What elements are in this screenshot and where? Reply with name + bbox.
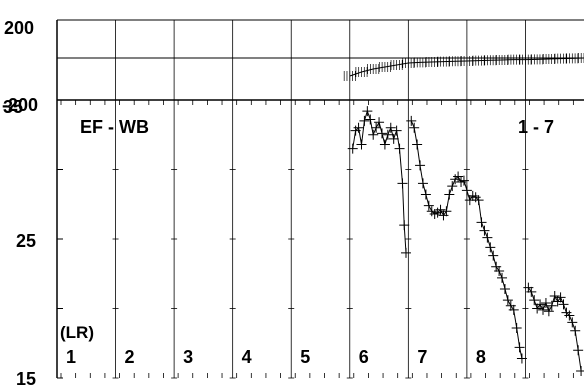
data-point: [485, 242, 496, 253]
data-point: [458, 175, 469, 186]
data-point: [558, 299, 569, 310]
data-point: [453, 171, 464, 182]
data-point: [535, 299, 546, 310]
data-point: [347, 143, 358, 154]
data-point: [502, 295, 513, 306]
data-point: [456, 177, 467, 188]
data-point: [499, 284, 510, 295]
data-point: [511, 322, 522, 333]
data-point: [371, 122, 382, 133]
data-point: [546, 300, 557, 311]
data-point: [400, 247, 411, 258]
data-point: [409, 122, 420, 133]
data-point: [379, 139, 390, 150]
data-point: [350, 125, 361, 136]
data-point: [423, 200, 434, 211]
data-point: [505, 300, 516, 311]
data-point: [438, 210, 449, 221]
y-tick-label-15: 15: [16, 369, 36, 388]
data-point: [397, 178, 408, 189]
data-point: [444, 189, 455, 200]
data-point: [508, 304, 519, 315]
data-point: [412, 139, 423, 150]
data-point: [461, 185, 472, 196]
category-label: 5: [300, 347, 310, 367]
range-annotation: 1 - 7: [518, 117, 554, 137]
category-label: 4: [242, 347, 252, 367]
category-label: 6: [359, 347, 369, 367]
data-point: [555, 292, 566, 303]
data-point: [374, 117, 385, 128]
data-point: [482, 232, 493, 243]
data-point: [417, 178, 428, 189]
data-point: [538, 304, 549, 315]
data-point: [388, 133, 399, 144]
data-point: [543, 306, 554, 317]
category-label: 8: [476, 347, 486, 367]
data-point: [567, 317, 578, 328]
data-point: [435, 204, 446, 215]
category-label: 2: [125, 347, 135, 367]
data-point: [441, 206, 452, 217]
data-point: [514, 342, 525, 353]
data-point: [497, 272, 508, 283]
data-point: [447, 181, 458, 192]
data-point: [476, 217, 487, 228]
y-tick-label-200: 200: [4, 18, 34, 38]
data-point: [376, 128, 387, 139]
data-point: [570, 325, 581, 336]
data-point: [420, 189, 431, 200]
data-point: [394, 143, 405, 154]
panel-title: EF - WB: [80, 117, 149, 137]
data-point: [491, 261, 502, 272]
y-axis-label: (LR): [60, 323, 94, 342]
data-point: [432, 207, 443, 218]
data-point: [368, 129, 379, 140]
y-tick-label-neg200: -200: [2, 95, 38, 115]
category-label: 1: [66, 347, 76, 367]
data-point: [564, 310, 575, 321]
y-tick-label-35: 35: [3, 97, 23, 117]
data-point: [523, 282, 534, 293]
data-point: [549, 290, 560, 301]
data-point: [526, 286, 537, 297]
data-point: [576, 366, 584, 377]
data-point: [406, 115, 417, 126]
data-point: [426, 206, 437, 217]
data-point: [415, 160, 426, 171]
data-point: [385, 122, 396, 133]
data-point: [365, 114, 376, 125]
data-point: [399, 220, 410, 231]
data-point: [540, 297, 551, 308]
data-point: [516, 353, 527, 364]
data-point: [573, 345, 584, 356]
data-point: [450, 174, 461, 185]
data-point: [353, 122, 364, 133]
data-point: [494, 265, 505, 276]
category-label: 7: [417, 347, 427, 367]
data-point: [529, 295, 540, 306]
data-point: [473, 195, 484, 206]
data-point: [382, 129, 393, 140]
data-point: [479, 225, 490, 236]
data-point: [488, 250, 499, 261]
y-tick-label-25: 25: [16, 231, 36, 251]
series-line-1: [352, 109, 407, 253]
data-point: [356, 139, 367, 150]
data-point: [359, 115, 370, 126]
data-point: [391, 125, 402, 136]
data-point: [362, 106, 373, 117]
category-label: 3: [183, 347, 193, 367]
